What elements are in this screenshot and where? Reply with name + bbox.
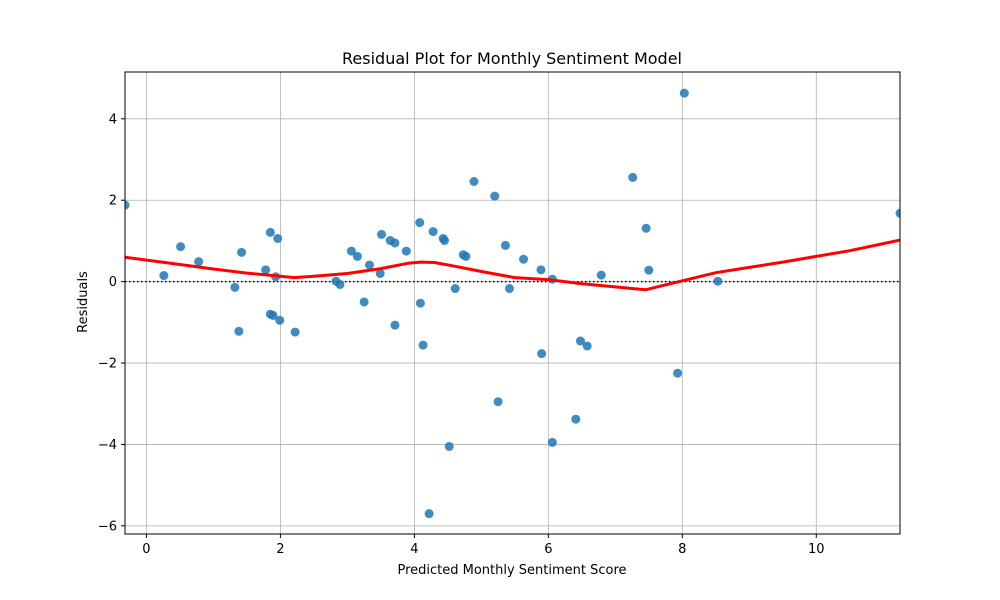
residual-point <box>359 297 369 307</box>
residual-point <box>390 238 400 248</box>
residual-point <box>679 88 689 98</box>
residual-point <box>582 341 592 351</box>
axis-ticks: 0 2 4 6 8 10 −6 −4 −2 0 2 4 <box>98 112 825 557</box>
x-tick-label: 2 <box>276 542 284 557</box>
residual-point <box>268 310 278 320</box>
x-tick-label: 8 <box>678 542 686 557</box>
y-tick-label: 4 <box>109 112 117 127</box>
residual-point <box>469 176 479 186</box>
residual-point <box>230 282 240 292</box>
residual-point <box>234 326 244 336</box>
residual-point <box>500 240 510 250</box>
residual-point <box>335 279 345 289</box>
residual-point <box>290 327 300 337</box>
residual-points <box>125 88 900 519</box>
x-tick-label: 10 <box>808 542 825 557</box>
y-tick-label: 0 <box>109 275 117 290</box>
residual-point <box>375 268 385 278</box>
residual-point <box>159 271 169 281</box>
residual-point <box>547 437 557 447</box>
residual-point <box>895 208 900 218</box>
plot-frame <box>124 71 901 535</box>
residual-point <box>377 229 387 239</box>
residual-point <box>125 200 130 210</box>
x-tick-label: 4 <box>410 542 418 557</box>
residual-point <box>673 368 683 378</box>
residual-point <box>273 233 283 243</box>
x-tick-label: 0 <box>142 542 150 557</box>
chart-title: Residual Plot for Monthly Sentiment Mode… <box>342 49 682 68</box>
residual-point <box>194 257 204 267</box>
residual-point <box>641 223 651 233</box>
residual-point <box>415 218 425 228</box>
residual-point <box>519 254 529 264</box>
y-axis-label: Residuals <box>76 271 91 333</box>
residual-point <box>261 265 271 275</box>
residual-point <box>415 298 425 308</box>
y-tick-label: −4 <box>98 438 117 453</box>
residual-point <box>444 441 454 451</box>
residual-point <box>401 246 411 256</box>
residual-point <box>450 284 460 294</box>
residual-point <box>596 270 606 280</box>
residual-point <box>418 340 428 350</box>
residual-point <box>237 247 247 257</box>
residual-point <box>440 236 450 246</box>
y-tick-label: −6 <box>98 519 117 534</box>
residual-point <box>461 251 471 261</box>
x-tick-label: 6 <box>544 542 552 557</box>
y-tick-label: 2 <box>109 194 117 209</box>
residual-point <box>428 227 438 237</box>
residual-point <box>364 260 374 270</box>
residual-point <box>536 265 546 275</box>
residual-point <box>571 414 581 424</box>
residual-point <box>275 315 285 325</box>
residual-point <box>493 397 503 407</box>
residual-point <box>424 509 434 519</box>
residual-point <box>504 284 514 294</box>
residual-point <box>346 246 356 256</box>
x-axis-label: Predicted Monthly Sentiment Score <box>397 563 626 578</box>
residual-point <box>628 172 638 182</box>
residual-point <box>713 276 723 286</box>
residual-point <box>490 191 500 201</box>
residual-point <box>537 349 547 359</box>
residual-point <box>575 336 585 346</box>
lowess-trend-line <box>125 238 900 292</box>
residual-point <box>265 227 275 237</box>
residual-point <box>390 320 400 330</box>
grid <box>125 72 900 534</box>
y-tick-label: −2 <box>98 357 117 372</box>
residual-point <box>352 251 362 261</box>
residual-point <box>176 242 186 252</box>
residual-point <box>644 265 654 275</box>
